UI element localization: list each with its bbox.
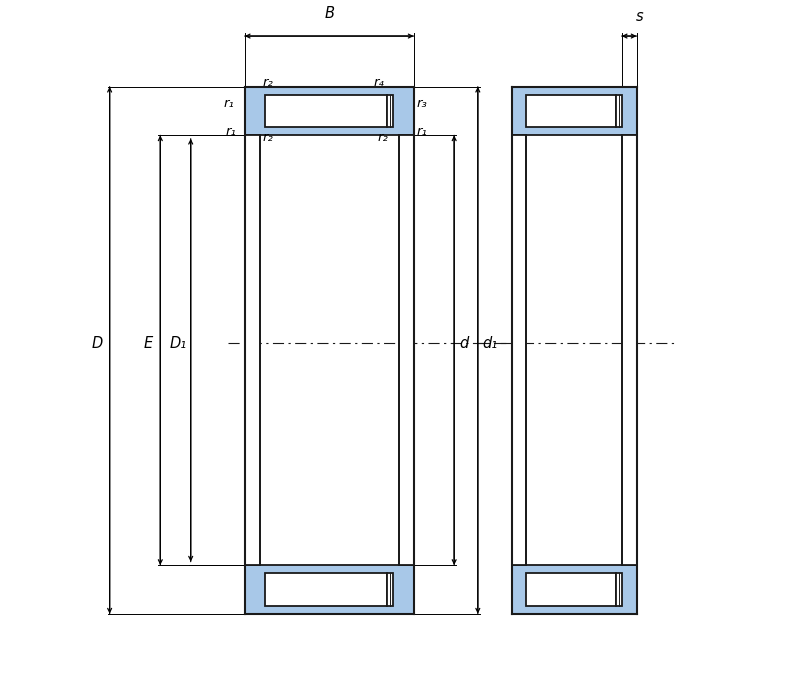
- Bar: [526, 573, 616, 605]
- Text: E: E: [144, 336, 153, 351]
- Text: r₂: r₂: [263, 131, 274, 144]
- Text: D₁: D₁: [170, 336, 187, 351]
- Text: d: d: [460, 336, 469, 351]
- Text: r₂: r₂: [378, 131, 389, 144]
- Text: D: D: [92, 336, 103, 351]
- Bar: [526, 95, 616, 127]
- Text: r₂: r₂: [263, 76, 274, 89]
- Bar: [245, 87, 414, 135]
- Text: r₁: r₁: [226, 125, 236, 138]
- Text: B: B: [324, 6, 334, 21]
- Bar: [245, 135, 260, 565]
- Bar: [512, 135, 526, 565]
- Text: d₁: d₁: [483, 336, 498, 351]
- Bar: [512, 87, 637, 135]
- Bar: [265, 573, 387, 605]
- Text: r₁: r₁: [224, 97, 235, 110]
- Bar: [387, 95, 393, 127]
- Bar: [265, 95, 387, 127]
- Bar: [387, 573, 393, 605]
- Bar: [616, 95, 621, 127]
- Bar: [245, 565, 414, 614]
- Bar: [512, 565, 637, 614]
- Text: r₃: r₃: [417, 97, 428, 110]
- Text: s: s: [635, 9, 643, 24]
- Bar: [621, 135, 637, 565]
- Text: r₄: r₄: [374, 76, 385, 89]
- Bar: [616, 573, 621, 605]
- Text: r₁: r₁: [417, 125, 428, 138]
- Bar: [399, 135, 414, 565]
